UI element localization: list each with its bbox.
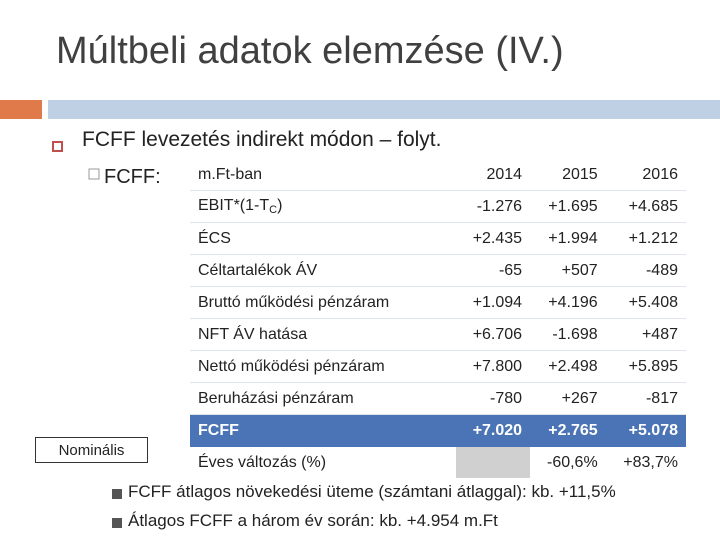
table-row: Céltartalékok ÁV -65 +507 -489 — [190, 254, 686, 287]
header-year: 2015 — [530, 159, 606, 191]
row-label: Éves változás (%) — [198, 453, 327, 471]
accent-bar-blue — [48, 100, 720, 119]
row-label: Beruházási pénzáram — [190, 382, 456, 415]
table-row-fcff: FCFF +7.020 +2.765 +5.078 — [190, 414, 686, 447]
table-cell: +1.695 — [530, 190, 606, 223]
table-row: Éves változás (%) -60,6% +83,7% — [190, 446, 686, 478]
bullet-level2-text: FCFF: — [104, 166, 161, 188]
header-year: 2014 — [456, 159, 531, 191]
table-cell: +83,7% — [623, 453, 678, 471]
row-label: Bruttó működési pénzáram — [190, 286, 456, 319]
row-label: FCFF — [190, 414, 456, 447]
row-label: ÉCS — [190, 222, 456, 255]
row-label: NFT ÁV hatása — [190, 318, 456, 351]
table-cell: -65 — [456, 254, 531, 287]
table-cell: +4.685 — [605, 190, 686, 223]
filled-square-bullet-icon — [112, 489, 122, 499]
table-cell: -1.698 — [530, 318, 606, 351]
table-cell: +5.895 — [605, 350, 686, 383]
table-row: EBIT*(1-TC) -1.276 +1.695 +4.685 — [190, 190, 686, 223]
fcff-table: m.Ft-ban 2014 2015 2016 EBIT*(1-TC) -1.2… — [190, 159, 686, 478]
table-cell: +5.408 — [605, 286, 686, 319]
table-cell: +7.020 — [456, 414, 531, 447]
table-cell: +4.196 — [530, 286, 606, 319]
table-cell: +1.212 — [605, 222, 686, 255]
row-label: Nettó működési pénzáram — [190, 350, 456, 383]
table-cell: -1.276 — [456, 190, 531, 223]
row-label: EBIT*(1-TC) — [190, 190, 456, 223]
table-cell: +2.765 — [530, 414, 606, 447]
table-cell: +5.078 — [605, 414, 686, 447]
filled-square-bullet-icon — [112, 518, 122, 528]
table-cell: +7.800 — [456, 350, 531, 383]
table-cell: +6.706 — [456, 318, 531, 351]
row-label-tail: ) — [277, 197, 283, 214]
table-row: Nettó működési pénzáram +7.800 +2.498 +5… — [190, 350, 686, 383]
table-cell: -817 — [605, 382, 686, 415]
table-cell: +2.498 — [530, 350, 606, 383]
note-text: Átlagos FCFF a három év során: kb. +4.95… — [128, 511, 498, 530]
header-unit: m.Ft-ban — [190, 159, 456, 191]
row-label-main: EBIT*(1-T — [198, 197, 270, 214]
checkbox-bullet-icon — [88, 168, 100, 183]
table-cell: +1.094 — [456, 286, 531, 319]
note-text: FCFF átlagos növekedési üteme (számtani … — [128, 482, 616, 501]
table-cell: -489 — [605, 254, 686, 287]
slide-title: Múltbeli adatok elemzése (IV.) — [56, 30, 564, 72]
hollow-square-bullet-icon — [52, 139, 63, 156]
table-cell: +1.994 — [530, 222, 606, 255]
table-row: ÉCS +2.435 +1.994 +1.212 — [190, 222, 686, 255]
bullet-level1-text: FCFF levezetés indirekt módon – folyt. — [82, 128, 442, 151]
accent-bar-orange — [0, 100, 42, 119]
nominalis-label: Nominális — [35, 437, 148, 463]
table-header-row: m.Ft-ban 2014 2015 2016 — [190, 159, 686, 191]
table-cell: +487 — [605, 318, 686, 351]
table-cell: +267 — [530, 382, 606, 415]
table-cell-empty — [456, 446, 531, 478]
table-cell: -60,6% — [546, 453, 598, 471]
table-cell: +2.435 — [456, 222, 531, 255]
table-row: Beruházási pénzáram -780 +267 -817 — [190, 382, 686, 415]
header-year: 2016 — [605, 159, 686, 191]
table-row: NFT ÁV hatása +6.706 -1.698 +487 — [190, 318, 686, 351]
table-row: Bruttó működési pénzáram +1.094 +4.196 +… — [190, 286, 686, 319]
table-cell: +507 — [530, 254, 606, 287]
table-cell: -780 — [456, 382, 531, 415]
row-label: Céltartalékok ÁV — [190, 254, 456, 287]
row-label-subscript: C — [269, 204, 278, 216]
